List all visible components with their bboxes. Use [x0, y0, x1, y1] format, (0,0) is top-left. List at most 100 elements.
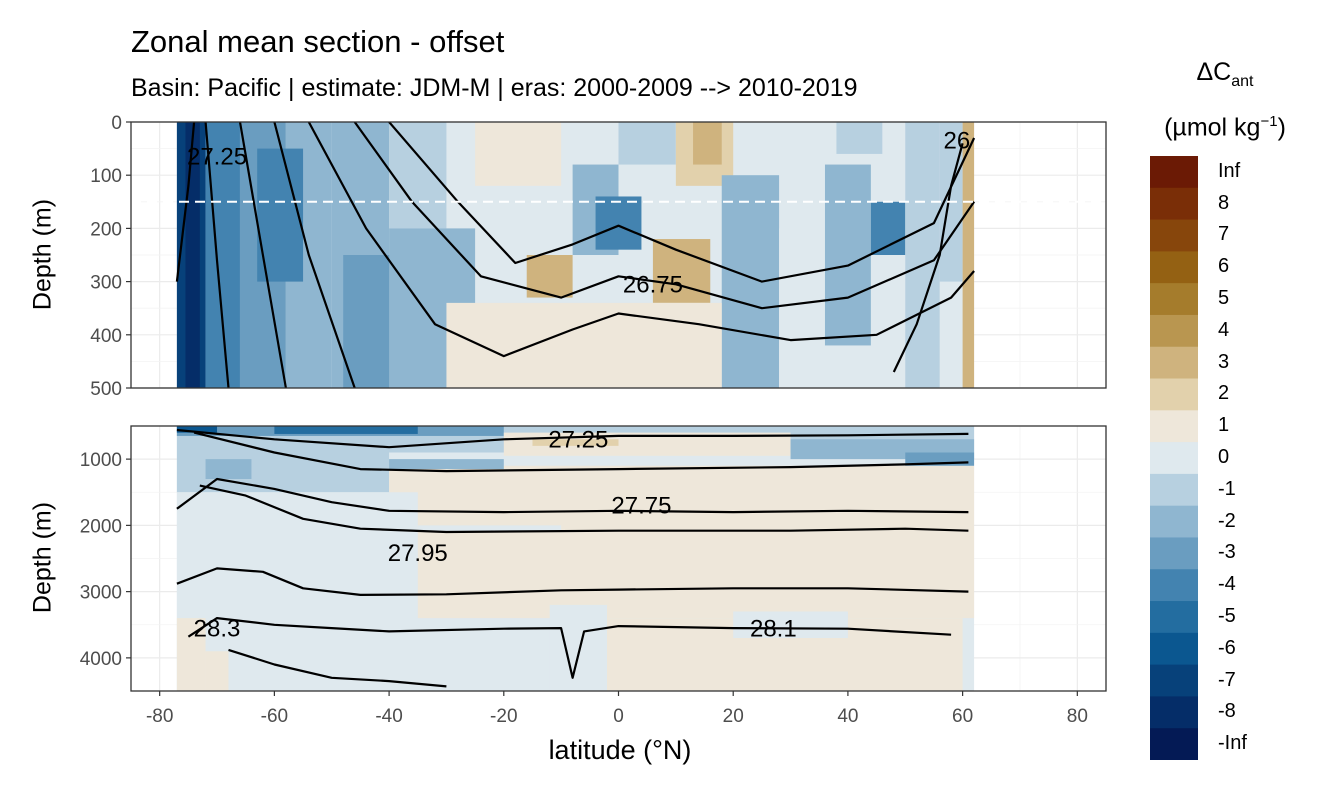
- legend-label: 5: [1218, 287, 1230, 310]
- x-tick-label: 60: [952, 706, 973, 727]
- field-cell: [274, 426, 418, 434]
- legend-swatch: [1150, 410, 1198, 443]
- field-cell: [693, 122, 722, 165]
- contour-label: 26.75: [623, 271, 683, 298]
- field-cell: [836, 122, 883, 154]
- contour-line: [176, 567, 969, 596]
- contour-line: [307, 122, 975, 358]
- y-tick-label: 200: [90, 219, 122, 240]
- legend-title: ΔCant: [1196, 58, 1254, 90]
- legend-unit: (µmol kg−1): [1164, 113, 1286, 142]
- legend-label: -8: [1218, 700, 1236, 723]
- legend-swatch: [1150, 442, 1198, 475]
- y-tick-label: 1000: [80, 450, 122, 471]
- contour-label: 27.25: [548, 426, 608, 453]
- x-tick-label: -40: [375, 706, 402, 727]
- field-cell: [595, 196, 642, 250]
- legend-label: -Inf: [1218, 732, 1247, 755]
- y-tick-label: 0: [111, 113, 122, 134]
- contour-line: [353, 122, 976, 310]
- y-tick-label: 300: [90, 273, 122, 294]
- field-cell: [824, 164, 871, 346]
- legend-label: 1: [1218, 414, 1230, 437]
- contour-line: [199, 484, 969, 534]
- legend-swatch: [1150, 378, 1198, 411]
- y-tick-label: 3000: [80, 583, 122, 604]
- legend-label: 0: [1218, 446, 1230, 468]
- field-cell: [205, 459, 252, 479]
- lower-panel: 27.25 27.75 27.95 28.3 28.1 1000 2000 3000 4000: [80, 425, 1107, 692]
- legend-swatch: [1150, 696, 1198, 729]
- contour-line: [238, 122, 287, 388]
- field-cell: [721, 175, 780, 388]
- legend-label: -2: [1218, 509, 1236, 532]
- legend-swatch: [1150, 664, 1198, 697]
- contour-lines: [176, 428, 969, 688]
- legend-label: -7: [1218, 668, 1236, 691]
- legend-swatch: [1150, 219, 1198, 252]
- contour-line: [388, 122, 976, 283]
- panel-border: [130, 121, 1107, 389]
- contour-line: [175, 122, 196, 282]
- contour-line: [176, 477, 969, 514]
- contour-line: [176, 428, 969, 449]
- legend-label: 4: [1218, 318, 1230, 341]
- legend-label: Inf: [1218, 159, 1241, 182]
- field-cell: [503, 432, 791, 456]
- x-tick-label: 20: [723, 706, 744, 727]
- x-tick-label: -60: [261, 706, 288, 727]
- field-cell: [205, 122, 240, 388]
- legend-swatch: [1150, 632, 1198, 666]
- legend-label: 6: [1218, 255, 1230, 278]
- y-tick-label: 4000: [80, 649, 122, 670]
- legend-swatch: [1150, 728, 1198, 760]
- legend-swatch: [1150, 187, 1198, 221]
- field-cell: [205, 651, 229, 691]
- x-tick-label: -80: [146, 706, 173, 727]
- legend-swatch: [1150, 537, 1198, 570]
- field-cell: [446, 302, 722, 388]
- legend-swatch: [1150, 473, 1198, 507]
- contour-lines: [175, 122, 976, 388]
- field-cell: [870, 201, 906, 255]
- legend-label: -6: [1218, 636, 1236, 659]
- legend-label: 2: [1218, 382, 1230, 405]
- legend-label: -1: [1218, 477, 1236, 500]
- field-cell: [417, 532, 975, 619]
- y-tick-label: 500: [90, 379, 122, 400]
- x-tick-label: -20: [490, 706, 517, 727]
- legend-label: -4: [1218, 573, 1236, 596]
- x-tick-label: 0: [613, 706, 624, 727]
- legend-swatch: [1150, 314, 1198, 348]
- y-tick-label: 2000: [80, 516, 122, 537]
- field-cell: [532, 439, 619, 446]
- field-cell: [389, 459, 504, 470]
- legend-label: 7: [1218, 223, 1230, 246]
- y-tick-label: 100: [90, 166, 122, 187]
- field-cell: [962, 122, 975, 388]
- legend-label: 3: [1218, 350, 1230, 373]
- chart-title: Zonal mean section - offset: [131, 24, 505, 59]
- x-axis-label: latitude (°N): [548, 735, 692, 765]
- legend-swatch: [1150, 569, 1198, 602]
- contour-line: [228, 648, 447, 688]
- chart-subtitle: Basin: Pacific | estimate: JDM-M | eras:…: [131, 74, 858, 102]
- contour-label: 26: [944, 128, 971, 155]
- data-field: [176, 122, 975, 388]
- legend-swatch: [1150, 601, 1198, 634]
- legend-swatch: [1150, 156, 1198, 189]
- field-cell: [779, 228, 825, 388]
- contour-line: [193, 431, 969, 473]
- field-cell: [733, 611, 848, 638]
- contour-label: 28.3: [194, 616, 241, 643]
- legend-swatch: [1150, 346, 1198, 380]
- field-cell: [389, 122, 447, 229]
- contour-label: 27.75: [611, 493, 671, 520]
- field-cell: [905, 122, 940, 388]
- legend-swatch: [1150, 251, 1198, 284]
- contour-line: [892, 143, 964, 373]
- field-cell: [257, 148, 304, 282]
- field-cell: [389, 465, 975, 532]
- legend-colorbar: [1150, 156, 1198, 760]
